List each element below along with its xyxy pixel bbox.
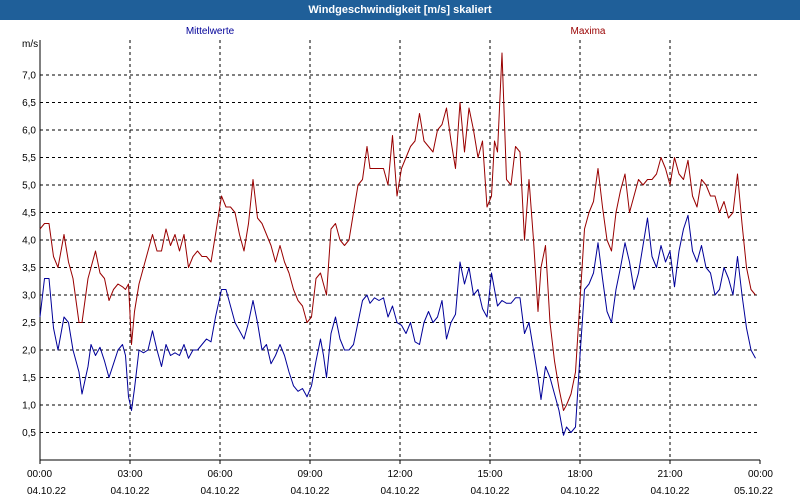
grid <box>40 40 760 460</box>
x-tick-time: 00:00 <box>748 469 773 480</box>
series-lines <box>39 52 756 436</box>
y-tick-label: 2,0 <box>22 346 36 357</box>
series-label-mittelwerte: Mittelwerte <box>186 26 235 37</box>
y-tick-label: 1,0 <box>22 401 36 412</box>
y-tick-label: 6,5 <box>22 98 36 109</box>
y-tick-label: 5,0 <box>22 181 36 192</box>
x-tick-date: 04.10.22 <box>111 486 150 497</box>
y-tick-label: 0,5 <box>22 428 36 439</box>
x-tick-time: 15:00 <box>477 469 502 480</box>
labels: 0,5 1,0 1,5 2,0 2,5 3,0 3,5 4,0 4,5 5,0 5,5 6,0 6,5 7… <box>22 26 773 497</box>
x-tick-date: 05.10.22 <box>734 486 773 497</box>
x-tick-time: 03:00 <box>117 469 142 480</box>
x-tick-time: 18:00 <box>567 469 592 480</box>
y-tick-label: 3,5 <box>22 263 36 274</box>
y-tick-label: 2,5 <box>22 318 36 329</box>
series-label-maxima: Maxima <box>570 26 605 37</box>
x-tick-date: 04.10.22 <box>651 486 690 497</box>
chart-title: Windgeschwindigkeit [m/s] skaliert <box>0 0 800 20</box>
y-tick-label: 7,0 <box>22 71 36 82</box>
x-tick-date: 04.10.22 <box>381 486 420 497</box>
y-tick-label: 3,0 <box>22 291 36 302</box>
x-tick-time: 12:00 <box>387 469 412 480</box>
x-tick-date: 04.10.22 <box>471 486 510 497</box>
series-line-maxima <box>39 52 756 411</box>
x-tick-date: 04.10.22 <box>27 486 66 497</box>
x-tick-date: 04.10.22 <box>561 486 600 497</box>
x-tick-time: 21:00 <box>657 469 682 480</box>
y-tick-label: 5,5 <box>22 153 36 164</box>
series-line-mittelwerte <box>39 214 756 436</box>
wind-speed-chart: 0,5 1,0 1,5 2,0 2,5 3,0 3,5 4,0 4,5 5,0 5,5 6,0 6,5 7… <box>22 26 773 497</box>
x-tick-time: 09:00 <box>297 469 322 480</box>
x-tick-date: 04.10.22 <box>291 486 330 497</box>
y-tick-label: 6,0 <box>22 126 36 137</box>
x-tick-time: 06:00 <box>207 469 232 480</box>
x-tick-time: 00:00 <box>27 469 52 480</box>
y-axis-label: m/s <box>22 39 38 50</box>
y-tick-label: 4,0 <box>22 236 36 247</box>
y-tick-label: 4,5 <box>22 208 36 219</box>
x-tick-date: 04.10.22 <box>201 486 240 497</box>
axes <box>39 40 761 464</box>
y-tick-label: 1,5 <box>22 373 36 384</box>
